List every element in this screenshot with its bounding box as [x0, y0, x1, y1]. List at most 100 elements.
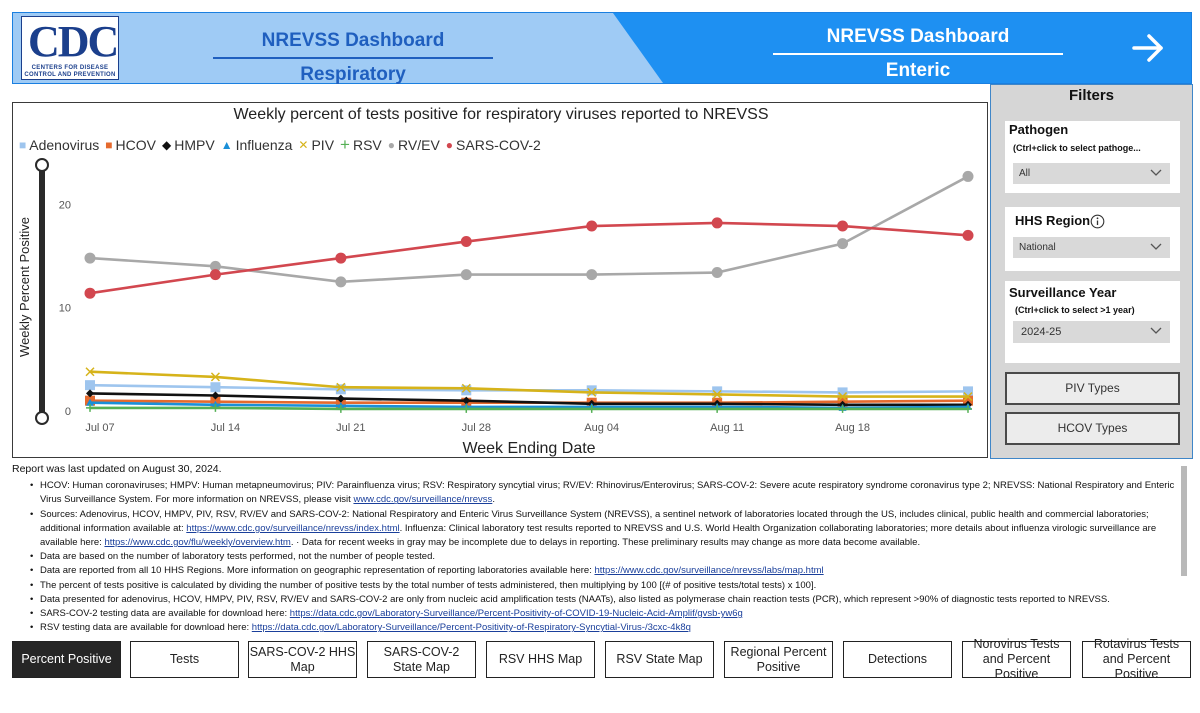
surveillance-year-value: 2024-25	[1021, 326, 1062, 338]
data-point-rv-ev	[335, 276, 347, 288]
data-point-rv-ev	[711, 267, 723, 279]
cdc-logo[interactable]: CDC CENTERS FOR DISEASE CONTROL AND PREV…	[21, 16, 119, 80]
legend-marker-sars-cov-2: ●	[445, 138, 454, 152]
series-line-rv-ev	[89, 175, 969, 284]
tab-sars-cov-2-hhs-map[interactable]: SARS-COV-2 HHS Map	[248, 641, 357, 678]
note-link[interactable]: www.cdc.gov/surveillance/nrevss	[353, 494, 493, 506]
tab-rsv-hhs-map[interactable]: RSV HHS Map	[486, 641, 595, 678]
series-line-piv	[89, 370, 968, 398]
data-point-rsv	[211, 403, 220, 412]
nav-enteric-divider	[773, 53, 1063, 55]
logo-word: CDC	[28, 17, 119, 66]
hcov-types-button[interactable]: HCOV Types	[1005, 412, 1180, 445]
pathogen-hint: (Ctrl+click to select pathoge...	[1013, 143, 1141, 153]
data-point-rv-ev	[586, 269, 598, 281]
tab-norovirus-tests-and-percent-positive[interactable]: Norovirus Tests and Percent Positive	[962, 637, 1071, 681]
data-point-hmpv	[86, 389, 94, 398]
header-banner: CDC CENTERS FOR DISEASE CONTROL AND PREV…	[12, 12, 1192, 87]
legend-marker-hcov: ■	[105, 138, 113, 152]
legend-marker-rsv: +	[340, 135, 350, 154]
surveillance-year-dropdown[interactable]: 2024-25	[1013, 321, 1170, 343]
note-item: Data are reported from all 10 HHS Region…	[30, 564, 1178, 578]
note-link[interactable]: https://www.cdc.gov/surveillance/nrevss/…	[594, 565, 824, 577]
tab-sars-cov-2-state-map[interactable]: SARS-COV-2 State Map	[367, 641, 476, 678]
data-point-hmpv	[211, 391, 220, 400]
legend-item-rv-ev[interactable]: ● RV/EV	[388, 137, 440, 153]
chart-legend: ■ Adenovirus ■ HCOV ◆ HMPV ▲ Influenza ✕ PIV + RSV ●…	[19, 135, 547, 155]
data-point-piv	[210, 372, 220, 382]
slider-handle-top	[35, 158, 49, 172]
legend-item-adenovirus[interactable]: ■ Adenovirus	[19, 137, 99, 153]
tab-tests[interactable]: Tests	[130, 641, 239, 678]
data-point-rv-ev	[84, 252, 96, 264]
data-point-rsv	[462, 404, 471, 413]
data-point-hmpv	[462, 396, 471, 405]
tab-rsv-state-map[interactable]: RSV State Map	[605, 641, 714, 678]
data-point-adenovirus	[210, 382, 221, 393]
hhs-region-dropdown[interactable]: National	[1013, 237, 1170, 258]
data-point-adenovirus	[335, 384, 346, 395]
legend-marker-influenza: ▲	[220, 138, 233, 152]
arrow-right-icon[interactable]	[1131, 33, 1165, 63]
note-link[interactable]: https://data.cdc.gov/Laboratory-Surveill…	[289, 608, 743, 620]
data-point-sars-cov-2	[837, 220, 849, 232]
chart-title: Weekly percent of tests positive for res…	[233, 106, 769, 123]
legend-label: RV/EV	[398, 137, 440, 153]
data-point-hmpv	[336, 394, 345, 403]
note-link[interactable]: https://www.cdc.gov/surveillance/nrevss/…	[186, 522, 400, 534]
notes-scrollbar[interactable]	[1181, 466, 1187, 576]
legend-marker-rv-ev: ●	[387, 138, 396, 152]
hhs-region-value: National	[1019, 242, 1056, 253]
data-point-sars-cov-2	[209, 269, 221, 281]
legend-marker-piv: ✕	[298, 138, 309, 152]
legend-item-sars-cov-2[interactable]: ● SARS-COV-2	[446, 137, 541, 153]
legend-label: HMPV	[174, 137, 215, 153]
slider-handle-bottom	[35, 411, 49, 425]
legend-marker-adenovirus: ■	[19, 138, 27, 152]
data-point-adenovirus	[461, 385, 472, 396]
nav-respiratory-subtitle: Respiratory	[300, 64, 406, 85]
tab-rotavirus-tests-and-percent-positive[interactable]: Rotavirus Tests and Percent Positive	[1082, 637, 1191, 681]
x-tick-label: Jul 21	[336, 422, 365, 434]
legend-item-hmpv[interactable]: ◆ HMPV	[162, 137, 215, 153]
x-tick-label: Aug 11	[710, 422, 744, 434]
tab-regional-percent-positive[interactable]: Regional Percent Positive	[724, 641, 833, 678]
tab-detections[interactable]: Detections	[843, 641, 952, 678]
legend-item-hcov[interactable]: ■ HCOV	[105, 137, 156, 153]
x-tick-label: Aug 18	[835, 422, 870, 434]
data-point-rsv	[86, 403, 94, 412]
data-point-rsv	[838, 404, 847, 413]
nav-enteric-link[interactable]: NREVSS Dashboard Enteric	[773, 25, 1063, 83]
chevron-down-icon	[1150, 327, 1162, 334]
piv-types-button[interactable]: PIV Types	[1005, 372, 1180, 405]
data-point-adenovirus	[963, 386, 973, 397]
data-point-influenza	[86, 398, 94, 406]
data-point-adenovirus	[586, 385, 597, 396]
note-link[interactable]: https://data.cdc.gov/Laboratory-Surveill…	[251, 622, 691, 634]
nav-enteric-title: NREVSS Dashboard	[826, 26, 1010, 47]
legend-label: Adenovirus	[29, 137, 100, 153]
tab-percent-positive[interactable]: Percent Positive	[12, 641, 121, 678]
line-chart: Weekly Percent Positive 0 10 20 Jul 07 Jul 14…	[17, 158, 974, 457]
data-point-rsv	[713, 404, 722, 413]
x-tick-label: Jul 07	[85, 422, 114, 434]
info-icon[interactable]	[1090, 214, 1105, 229]
y-axis-label: Weekly Percent Positive	[17, 217, 32, 357]
note-link[interactable]: https://www.cdc.gov/flu/weekly/overview.…	[104, 537, 291, 549]
legend-item-influenza[interactable]: ▲ Influenza	[221, 137, 293, 153]
nav-respiratory-link[interactable]: NREVSS Dashboard Respiratory	[213, 29, 493, 87]
legend-item-rsv[interactable]: + RSV	[340, 135, 382, 154]
data-point-sars-cov-2	[335, 252, 347, 264]
header-right-panel	[613, 13, 1191, 83]
pathogen-dropdown[interactable]: All	[1013, 163, 1170, 184]
header-left-panel	[13, 13, 688, 83]
legend-label: RSV	[352, 137, 382, 153]
data-point-rv-ev	[460, 269, 472, 281]
data-point-adenovirus	[712, 386, 723, 397]
data-point-rsv	[587, 404, 596, 413]
data-point-rv-ev	[837, 238, 849, 250]
x-tick-label: Jul 14	[211, 422, 240, 434]
note-item: RSV testing data are available for downl…	[30, 621, 1178, 635]
legend-item-piv[interactable]: ✕ PIV	[298, 137, 334, 153]
